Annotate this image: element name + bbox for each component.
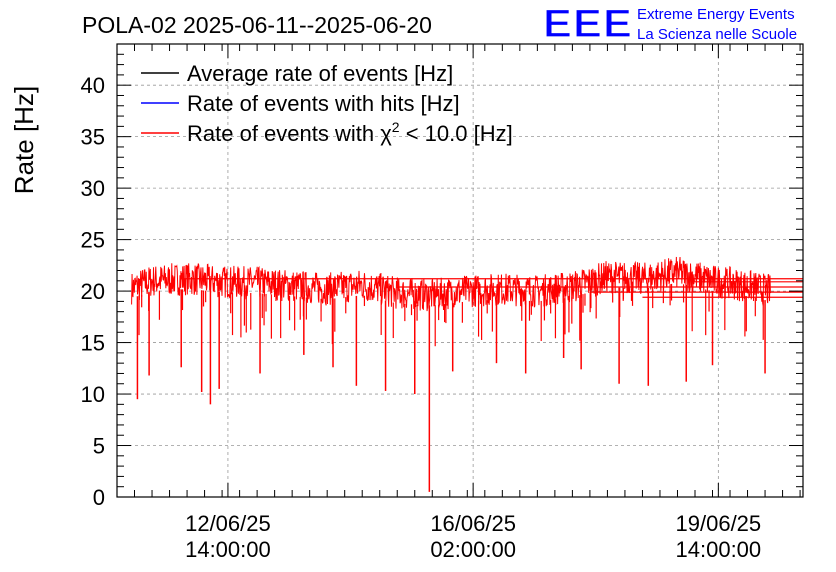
- x-tick-label-time: 02:00:00: [430, 537, 516, 562]
- y-tick-label: 20: [81, 279, 105, 304]
- x-tick-label-date: 12/06/25: [185, 511, 271, 536]
- logo-line-2: La Scienza nelle Scuole: [637, 26, 797, 43]
- y-tick-label: 40: [81, 73, 105, 98]
- x-tick-label-time: 14:00:00: [185, 537, 271, 562]
- legend-entry: Rate of events with χ2 < 10.0 [Hz]: [187, 119, 513, 146]
- y-tick-label: 35: [81, 125, 105, 150]
- series-line: [131, 256, 772, 312]
- y-tick-label: 25: [81, 228, 105, 253]
- y-axis-label: Rate [Hz]: [9, 86, 39, 194]
- logo-mark: EEE: [543, 2, 633, 46]
- x-tick-label-date: 16/06/25: [430, 511, 516, 536]
- legend-entry: Average rate of events [Hz]: [187, 61, 453, 86]
- y-tick-label: 5: [93, 434, 105, 459]
- y-tick-label: 10: [81, 382, 105, 407]
- logo-line-1: Extreme Energy Events: [637, 6, 795, 23]
- y-tick-label: 0: [93, 485, 105, 510]
- data-series: [131, 256, 803, 492]
- y-tick-label: 15: [81, 331, 105, 356]
- legend-entry: Rate of events with hits [Hz]: [187, 91, 460, 116]
- x-tick-label-time: 14:00:00: [676, 537, 762, 562]
- y-tick-label: 30: [81, 176, 105, 201]
- axes: 051015202530354012/06/2514:00:0016/06/25…: [81, 43, 803, 562]
- eee-logo: EEE Extreme Energy Events La Scienza nel…: [542, 1, 797, 46]
- chart-title: POLA-02 2025-06-11--2025-06-20: [82, 12, 432, 38]
- x-tick-label-date: 19/06/25: [676, 511, 762, 536]
- legend: Average rate of events [Hz] Rate of event…: [141, 61, 513, 146]
